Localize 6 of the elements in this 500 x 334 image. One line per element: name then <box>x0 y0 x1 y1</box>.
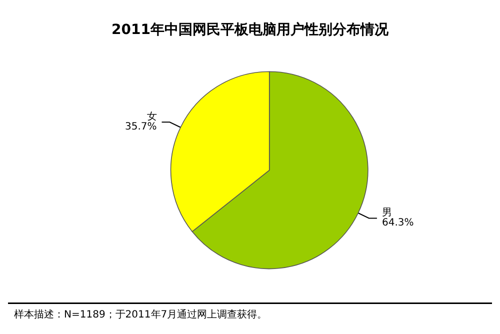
slice-label: 男 <box>382 208 392 219</box>
data-label: 64.3% <box>382 218 414 229</box>
text: 样本描述：N=1189；于2011年7月通过网上调查获得。 <box>14 308 268 320</box>
chart-title: 2011年中国网民平板电脑用户性别分布情况 <box>112 21 390 38</box>
slice-label: 女 <box>146 110 157 123</box>
data-label: 35.7% <box>124 122 157 133</box>
